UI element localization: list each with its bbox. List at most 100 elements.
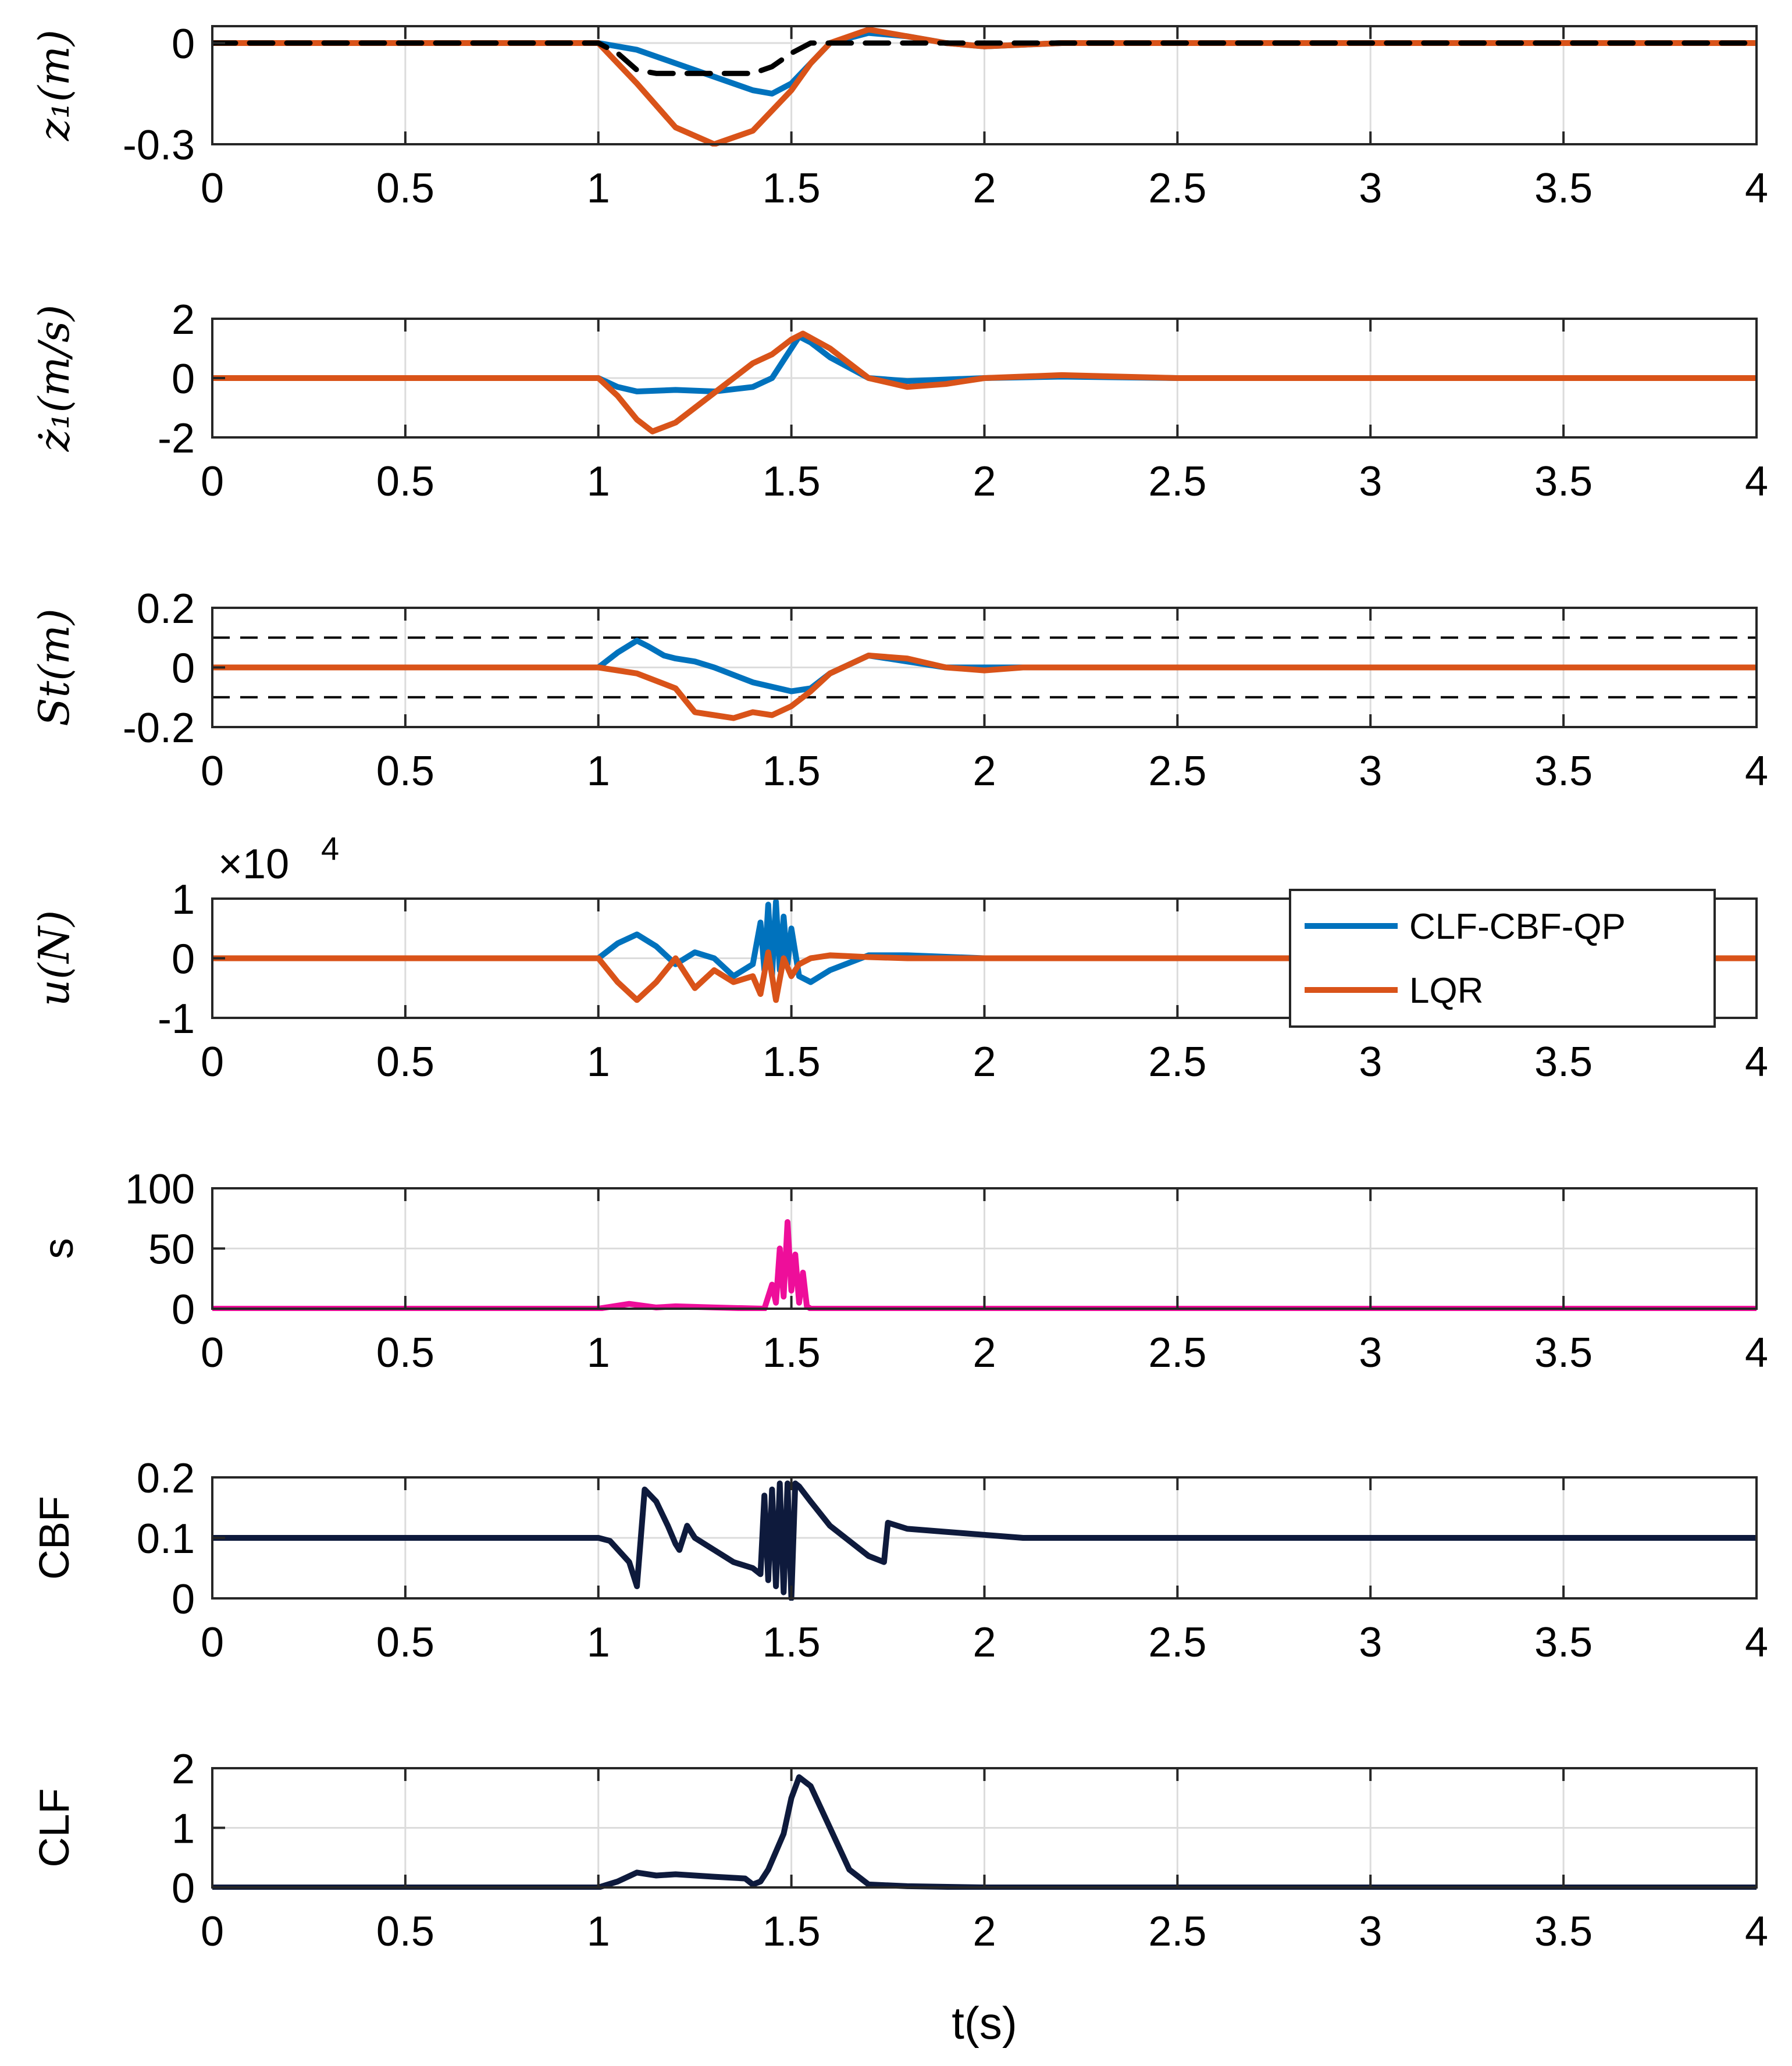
x-tick-label: 1.5 xyxy=(763,1619,821,1666)
x-tick-label: 1 xyxy=(587,748,610,795)
y-axis-label: ż₁(m/s) xyxy=(30,305,79,452)
y-tick-label: 0 xyxy=(172,936,195,983)
x-tick-label: 1 xyxy=(587,1330,610,1376)
x-tick-label: 4 xyxy=(1745,1039,1768,1085)
x-axis-label: t(s) xyxy=(952,1997,1017,2049)
y-axis-label: u(N) xyxy=(30,910,79,1007)
x-tick-label: 2 xyxy=(972,1619,996,1666)
x-tick-label: 3 xyxy=(1359,458,1382,505)
x-tick-label: 1 xyxy=(587,165,610,212)
series-line-lqr xyxy=(212,949,1757,1003)
y-axis-label: s xyxy=(35,1238,82,1259)
panel-cbf: 0 0.5 1 1.5 2 2.5 3 3.5 4 0.2 0.1 0 CBF xyxy=(31,1455,1768,1666)
x-tick-label: 0 xyxy=(201,1908,224,1955)
x-tick-label: 0.5 xyxy=(376,748,434,795)
series-line-clf xyxy=(212,1774,1757,1890)
series-line-lqr xyxy=(212,653,1757,721)
panel-st: 0 0.5 1 1.5 2 2.5 3 3.5 40.20-0.2St(m) xyxy=(30,586,1768,795)
y-tick-label: 0 xyxy=(172,1576,195,1623)
x-tick-label: 0.5 xyxy=(376,1330,434,1376)
y-tick-label: -1 xyxy=(158,996,195,1042)
x-tick-label: 2 xyxy=(972,1330,996,1376)
x-tick-label: 2 xyxy=(972,458,996,505)
x-tick-label: 1.5 xyxy=(763,458,821,505)
y-tick-label: -0.3 xyxy=(123,122,195,169)
y-tick-label: 100 xyxy=(125,1166,195,1213)
panel-u: 0 0.5 1 1.5 2 2.5 3 3.5 410-1u(N)×10 4CLF-CBF-QPL… xyxy=(30,830,1768,1085)
x-tick-label: 4 xyxy=(1745,1619,1768,1666)
legend-label: CLF-CBF-QP xyxy=(1409,907,1626,947)
y-axis-label: z₁(m) xyxy=(30,30,79,141)
x-tick-label: 3.5 xyxy=(1534,1330,1593,1376)
series-line-lqr xyxy=(212,330,1757,434)
x-tick-label: 0 xyxy=(201,1619,224,1666)
x-tick-label: 3 xyxy=(1359,1619,1382,1666)
x-tick-label: 3 xyxy=(1359,1330,1382,1376)
x-tick-label: 3.5 xyxy=(1534,165,1593,212)
y-axis-multiplier: ×10 xyxy=(218,841,289,888)
x-tick-label: 2.5 xyxy=(1148,1330,1206,1376)
x-tick-label: 2.5 xyxy=(1148,748,1206,795)
y-axis-label: CLF xyxy=(31,1788,78,1867)
series-line-clf-cbf-qp xyxy=(212,899,1757,985)
x-tick-label: 3.5 xyxy=(1534,748,1593,795)
y-tick-label: -2 xyxy=(158,415,195,462)
x-tick-label: 1 xyxy=(587,1039,610,1085)
x-tick-label: 0.5 xyxy=(376,1619,434,1666)
x-tick-label: 2.5 xyxy=(1148,1619,1206,1666)
panel-clf: 0 0.5 1 1.5 2 2.5 3 3.5 4 2 1 0 CLF t(s) xyxy=(31,1746,1768,2049)
x-tick-label: 3 xyxy=(1359,1908,1382,1955)
x-tick-label: 3.5 xyxy=(1534,1039,1593,1085)
x-tick-label: 1.5 xyxy=(763,1330,821,1376)
series-line-cbf xyxy=(212,1480,1757,1601)
y-tick-label: 50 xyxy=(148,1227,195,1273)
x-tick-label: 4 xyxy=(1745,1330,1768,1376)
x-tick-label: 1.5 xyxy=(763,1908,821,1955)
panel-z1: 0 0.5 1 1.5 2 2.5 3 3.5 40-0.3z₁(m) xyxy=(30,21,1768,212)
x-tick-label: 2 xyxy=(972,748,996,795)
x-tick-label: 4 xyxy=(1745,165,1768,212)
y-tick-label: 2 xyxy=(172,297,195,343)
y-tick-label: 0 xyxy=(172,1865,195,1912)
panel-s: 0 0.5 1 1.5 2 2.5 3 3.5 4 100 50 0 s xyxy=(35,1166,1768,1376)
x-tick-label: 2.5 xyxy=(1148,1908,1206,1955)
y-tick-label: 1 xyxy=(172,1806,195,1853)
y-axis-label: CBF xyxy=(31,1496,78,1580)
y-tick-label: 0 xyxy=(172,646,195,692)
x-tick-label: 1 xyxy=(587,458,610,505)
x-tick-label: 1.5 xyxy=(763,165,821,212)
x-tick-label: 0.5 xyxy=(376,165,434,212)
y-tick-label: 0.2 xyxy=(137,1455,195,1502)
x-tick-label: 2.5 xyxy=(1148,1039,1206,1085)
y-tick-label: -0.2 xyxy=(123,705,195,751)
x-tick-label: 0 xyxy=(201,748,224,795)
x-tick-label: 3 xyxy=(1359,1039,1382,1085)
x-tick-label: 2 xyxy=(972,1039,996,1085)
x-tick-label: 2 xyxy=(972,165,996,212)
series-line-reference xyxy=(212,40,1757,76)
x-tick-label: 1 xyxy=(587,1908,610,1955)
x-tick-label: 0 xyxy=(201,165,224,212)
x-tick-label: 4 xyxy=(1745,1908,1768,1955)
x-tick-label: 2.5 xyxy=(1148,458,1206,505)
legend-label: LQR xyxy=(1409,971,1483,1011)
x-tick-label: 0.5 xyxy=(376,458,434,505)
x-tick-label: 3 xyxy=(1359,165,1382,212)
series-line-slack xyxy=(212,1219,1757,1311)
x-tick-label: 0.5 xyxy=(376,1039,434,1085)
x-tick-label: 2.5 xyxy=(1148,165,1206,212)
x-tick-label: 3.5 xyxy=(1534,1619,1593,1666)
legend-box xyxy=(1289,889,1716,1028)
x-tick-label: 0.5 xyxy=(376,1908,434,1955)
x-tick-label: 3.5 xyxy=(1534,458,1593,505)
y-tick-label: 0 xyxy=(172,356,195,402)
y-axis-label: St(m) xyxy=(30,608,79,726)
x-tick-label: 1.5 xyxy=(763,1039,821,1085)
x-tick-label: 1.5 xyxy=(763,748,821,795)
panel-z1dot: 0 0.5 1 1.5 2 2.5 3 3.5 420-2ż₁(m/s) xyxy=(30,297,1768,505)
x-tick-label: 0 xyxy=(201,1039,224,1085)
x-tick-label: 0 xyxy=(201,1330,224,1376)
y-tick-label: 0 xyxy=(172,1287,195,1333)
x-tick-label: 2 xyxy=(972,1908,996,1955)
